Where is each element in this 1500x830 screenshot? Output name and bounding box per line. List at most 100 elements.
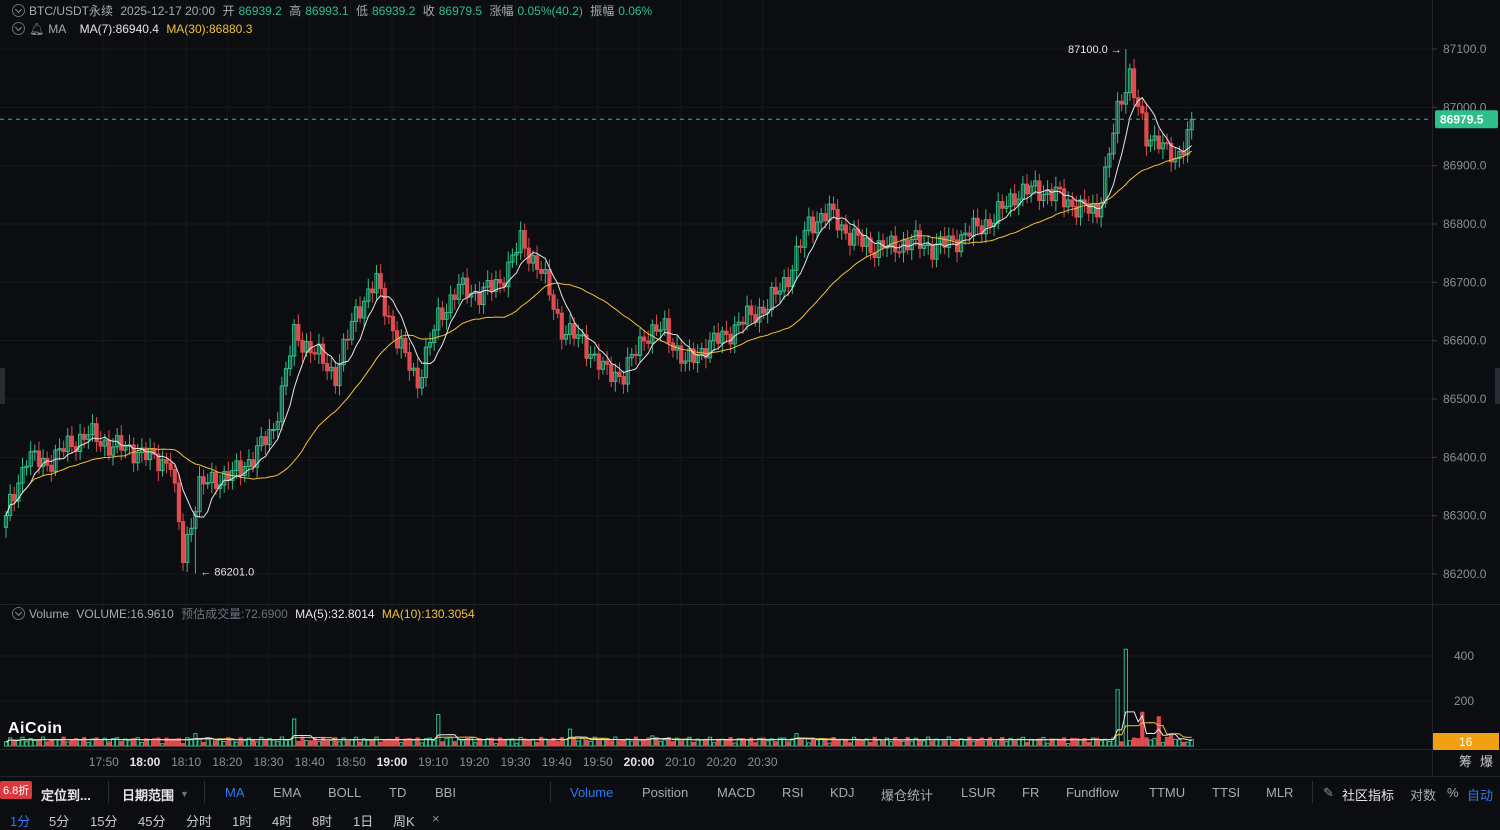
- timeframe-1h[interactable]: 1时: [232, 814, 253, 829]
- candle-body: [1107, 153, 1112, 168]
- volume-bar: [954, 739, 960, 747]
- toolbar-item-boll[interactable]: BOLL: [328, 785, 362, 800]
- volume-label: Volume: [29, 607, 70, 621]
- volume-bar: [979, 737, 984, 747]
- volume-bar: [716, 738, 721, 747]
- volume-bar: [8, 737, 13, 747]
- toolbar-item-log[interactable]: 对数: [1410, 788, 1437, 803]
- volume-bar: [765, 740, 770, 747]
- volume-bar: [1004, 741, 1009, 747]
- left-panel-handle[interactable]: [0, 368, 5, 404]
- locate-button[interactable]: 定位到...: [41, 788, 91, 803]
- volume-bar: [152, 738, 157, 747]
- timeframe-line[interactable]: 分时: [186, 814, 213, 829]
- toolbar-item-ma[interactable]: MA: [225, 785, 245, 800]
- volume-bar: [1078, 739, 1083, 747]
- toolbar-item-percent[interactable]: %: [1447, 785, 1459, 800]
- collapse-icon[interactable]: [12, 607, 25, 620]
- candle-body: [889, 235, 894, 248]
- volume-bar: [1189, 739, 1194, 747]
- volume-bar: [456, 738, 461, 747]
- volume-bar: [349, 739, 354, 747]
- candle-body: [436, 307, 441, 331]
- toolbar-item-ttmu[interactable]: TTMU: [1149, 785, 1186, 800]
- timeframe-4h[interactable]: 4时: [272, 814, 293, 829]
- candle-body: [819, 213, 824, 223]
- toolbar-item-fr[interactable]: FR: [1022, 785, 1040, 800]
- volume-bar: [703, 738, 708, 747]
- chip-distribution-toggle[interactable]: 筹: [1459, 754, 1472, 769]
- toolbar-item-lsur[interactable]: LSUR: [961, 785, 996, 800]
- edit-icon[interactable]: ✎: [1323, 785, 1334, 800]
- volume-bar: [1086, 742, 1091, 747]
- candle-body: [893, 235, 898, 253]
- toolbar-item-ttsi[interactable]: TTSI: [1212, 785, 1241, 800]
- timeframe-1m[interactable]: 1分: [10, 814, 31, 829]
- liquidation-toggle[interactable]: 爆: [1480, 754, 1493, 769]
- toolbar-item-fundflow[interactable]: Fundflow: [1066, 785, 1119, 800]
- volume-bar: [287, 739, 293, 747]
- timeframe-8h[interactable]: 8时: [312, 814, 333, 829]
- candle-body: [794, 245, 799, 271]
- volume-bar: [213, 740, 219, 747]
- volume-bar: [880, 740, 886, 747]
- toolbar-item-community[interactable]: 社区指标: [1342, 788, 1395, 803]
- candle-body: [744, 305, 750, 325]
- timeframe-45m[interactable]: 45分: [138, 814, 166, 829]
- date-range-button[interactable]: 日期范围: [122, 788, 175, 803]
- candle-body: [1140, 105, 1145, 114]
- volume-bar: [102, 737, 107, 747]
- toolbar-item-macd[interactable]: MACD: [717, 785, 756, 800]
- toolbar-item-position[interactable]: Position: [642, 785, 689, 800]
- candle-body: [98, 441, 103, 447]
- candle-body: [28, 451, 33, 467]
- volume-bar: [176, 738, 182, 747]
- volume-bar: [20, 736, 25, 747]
- toolbar-item-bbi[interactable]: BBI: [435, 785, 456, 800]
- volume-bar: [378, 741, 383, 747]
- timeframe-1w[interactable]: 周K: [393, 814, 415, 829]
- candlestick-chart[interactable]: 86200.0 86300.0 86400.0 86500.0 86600.0 86700…: [0, 0, 1500, 776]
- candle-body: [1152, 135, 1157, 141]
- collapse-icon[interactable]: [12, 4, 25, 17]
- candle-body: [967, 232, 972, 237]
- bell-icon[interactable]: 🔔︎: [29, 22, 45, 36]
- candle-body: [456, 283, 461, 300]
- volume-bar: [366, 739, 371, 747]
- candle-body: [720, 330, 725, 344]
- volume-bar: [1169, 734, 1174, 747]
- symbol: BTC/USDT永续: [29, 4, 114, 18]
- candle-body: [65, 435, 70, 453]
- volume-bar: [510, 738, 515, 747]
- volume-bar: [872, 736, 877, 747]
- timeframe-1d[interactable]: 1日: [353, 814, 374, 829]
- volume-bar: [687, 736, 692, 747]
- toolbar-item-auto[interactable]: 自动: [1467, 788, 1494, 803]
- volume-bar: [353, 736, 359, 747]
- toolbar-item-rsi[interactable]: RSI: [782, 785, 804, 800]
- toolbar-item-volume[interactable]: Volume: [570, 785, 614, 800]
- timeframe-15m[interactable]: 15分: [90, 814, 118, 829]
- volume-bar: [839, 738, 844, 747]
- toolbar-item-td[interactable]: TD: [389, 785, 407, 800]
- volume-bar: [539, 736, 544, 747]
- close-icon[interactable]: ×: [432, 811, 440, 826]
- volume-bar: [12, 740, 17, 747]
- volume-bar: [707, 736, 713, 747]
- toolbar-item-liquidation[interactable]: 爆仓统计: [881, 788, 934, 803]
- right-panel-handle[interactable]: [1495, 368, 1500, 404]
- toolbar-item-kdj[interactable]: KDJ: [830, 785, 855, 800]
- collapse-icon[interactable]: [12, 22, 25, 35]
- toolbar-item-mlr[interactable]: MLR: [1266, 785, 1294, 800]
- volume-tag-label: 16: [1459, 735, 1473, 749]
- volume-bar: [658, 740, 663, 747]
- candle-body: [975, 217, 980, 227]
- last-price-tag: [1435, 110, 1498, 129]
- toolbar-item-ema[interactable]: EMA: [273, 785, 302, 800]
- volume-bar: [662, 739, 667, 747]
- chevron-down-icon[interactable]: ▼: [180, 789, 189, 799]
- candle-body: [399, 337, 404, 349]
- timeframe-5m[interactable]: 5分: [49, 814, 70, 829]
- volume-bar: [860, 739, 865, 747]
- candle-body: [740, 321, 746, 325]
